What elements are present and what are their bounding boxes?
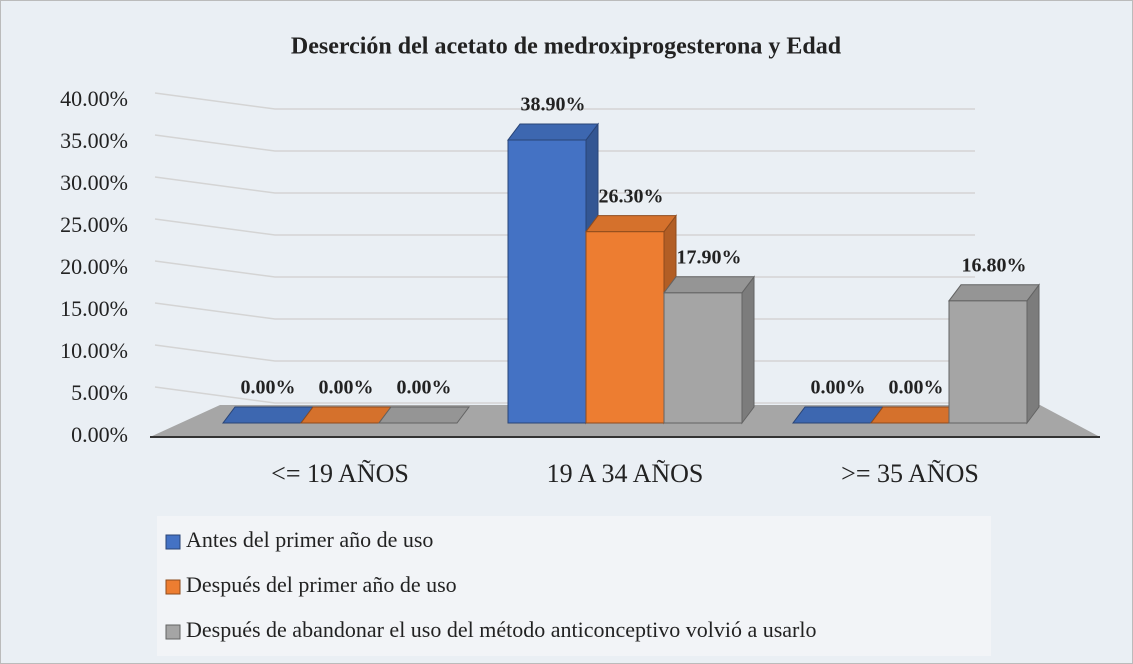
bar [222, 406, 314, 424]
grid-line [154, 92, 975, 110]
bar-top [948, 284, 1040, 302]
bar [948, 283, 1040, 425]
data-label: 0.00% [319, 377, 374, 399]
data-label: 38.90% [521, 94, 586, 116]
chart-title: Deserción del acetato de medroxiprogeste… [291, 34, 842, 60]
bar [792, 406, 884, 424]
data-label: 16.80% [962, 254, 1027, 276]
x-tick-label: <= 19 AÑOS [271, 459, 409, 488]
y-tick-label: 15.00% [60, 296, 128, 321]
grid-line [154, 176, 975, 194]
bar [663, 275, 755, 425]
bar-top [663, 276, 755, 294]
bar-top [585, 215, 677, 233]
data-label: 26.30% [599, 185, 664, 207]
data-label: 0.00% [889, 377, 944, 399]
legend-label: Antes del primer año de uso [186, 527, 433, 552]
bar [507, 122, 599, 425]
bar [378, 406, 470, 424]
bar [585, 214, 677, 425]
bar-front [507, 139, 587, 424]
grid-line [154, 218, 975, 236]
bar-side [741, 275, 755, 425]
bar [870, 406, 962, 424]
legend-swatch [165, 579, 181, 595]
bar-top [378, 406, 470, 424]
data-label: 0.00% [811, 377, 866, 399]
legend-label: Después del primer año de uso [186, 572, 457, 597]
y-tick-label: 25.00% [60, 212, 128, 237]
bar-top [870, 406, 962, 424]
y-tick-label: 0.00% [71, 422, 128, 447]
legend-box [157, 516, 991, 656]
x-tick-label: >= 35 AÑOS [841, 459, 979, 488]
bar-front [948, 300, 1028, 424]
legend-swatch [165, 534, 181, 550]
y-tick-label: 30.00% [60, 170, 128, 195]
bar-top [507, 123, 599, 141]
data-label: 0.00% [241, 377, 296, 399]
y-tick-label: 35.00% [60, 128, 128, 153]
bar-top [300, 406, 392, 424]
bar [300, 406, 392, 424]
bar-top [792, 406, 884, 424]
y-tick-label: 5.00% [71, 380, 128, 405]
legend-swatch [165, 624, 181, 640]
bar-side [1026, 283, 1040, 425]
y-tick-label: 20.00% [60, 254, 128, 279]
bar-front [585, 231, 665, 424]
y-tick-label: 40.00% [60, 86, 128, 111]
bar-front [663, 292, 743, 424]
data-label: 17.90% [677, 246, 742, 268]
legend-label: Después de abandonar el uso del método a… [186, 617, 817, 642]
x-tick-label: 19 A 34 AÑOS [547, 459, 704, 488]
data-label: 0.00% [397, 377, 452, 399]
y-tick-label: 10.00% [60, 338, 128, 363]
grid-line [154, 134, 975, 152]
bar-top [222, 406, 314, 424]
